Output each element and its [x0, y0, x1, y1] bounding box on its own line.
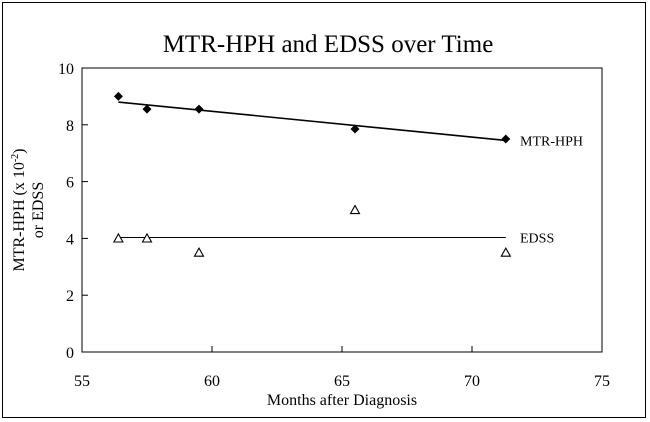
chart-frame: [2, 2, 646, 418]
y-tick-label: 10: [58, 61, 74, 78]
y-axis-label-line1: MTR-HPH (x 10: [11, 162, 28, 271]
y-axis-label: MTR-HPH (x 10-2) or EDSS: [10, 148, 47, 271]
mtr-hph-point: [142, 104, 152, 114]
edss-point: [112, 232, 124, 243]
x-tick-label: 55: [74, 373, 90, 390]
x-axis: 55 60 65 70 75: [74, 346, 610, 390]
mtr-hph-series-label: MTR-HPH: [520, 134, 583, 149]
edss-series-label: EDSS: [520, 232, 554, 247]
y-axis-label-sup: -2: [10, 154, 21, 162]
x-tick-label: 60: [204, 373, 220, 390]
edss-point: [141, 232, 153, 243]
edss-point: [193, 246, 205, 257]
series-labels: MTR-HPH EDSS: [520, 134, 583, 246]
y-axis: 0 2 4 6 8 10: [58, 61, 88, 362]
plot-area: [81, 67, 603, 353]
edss-point: [500, 246, 512, 257]
x-tick-label: 70: [464, 373, 480, 390]
trend-lines: [118, 101, 506, 239]
mtr-hph-point: [113, 91, 123, 101]
x-axis-label: Months after Diagnosis: [267, 392, 417, 409]
mtr-hph-point: [501, 134, 511, 144]
y-tick-label: 2: [66, 288, 74, 305]
y-tick-label: 8: [66, 118, 74, 135]
mtr-hph-point: [350, 124, 360, 134]
edss-point: [349, 204, 361, 215]
data-points: [112, 91, 512, 257]
mtr-hph-point: [194, 104, 204, 114]
y-tick-label: 0: [66, 345, 74, 362]
svg-text:MTR-HPH (x 10-2): MTR-HPH (x 10-2): [10, 148, 28, 271]
y-axis-label-line2: or EDSS: [30, 182, 47, 238]
y-tick-label: 4: [66, 231, 74, 248]
mtr-hph-trend-line: [118, 101, 506, 142]
chart-title: MTR-HPH and EDSS over Time: [163, 31, 494, 58]
y-tick-label: 6: [66, 175, 74, 192]
y-axis-label-close: ): [11, 148, 28, 153]
x-tick-label: 65: [334, 373, 350, 390]
x-tick-label: 75: [594, 373, 610, 390]
